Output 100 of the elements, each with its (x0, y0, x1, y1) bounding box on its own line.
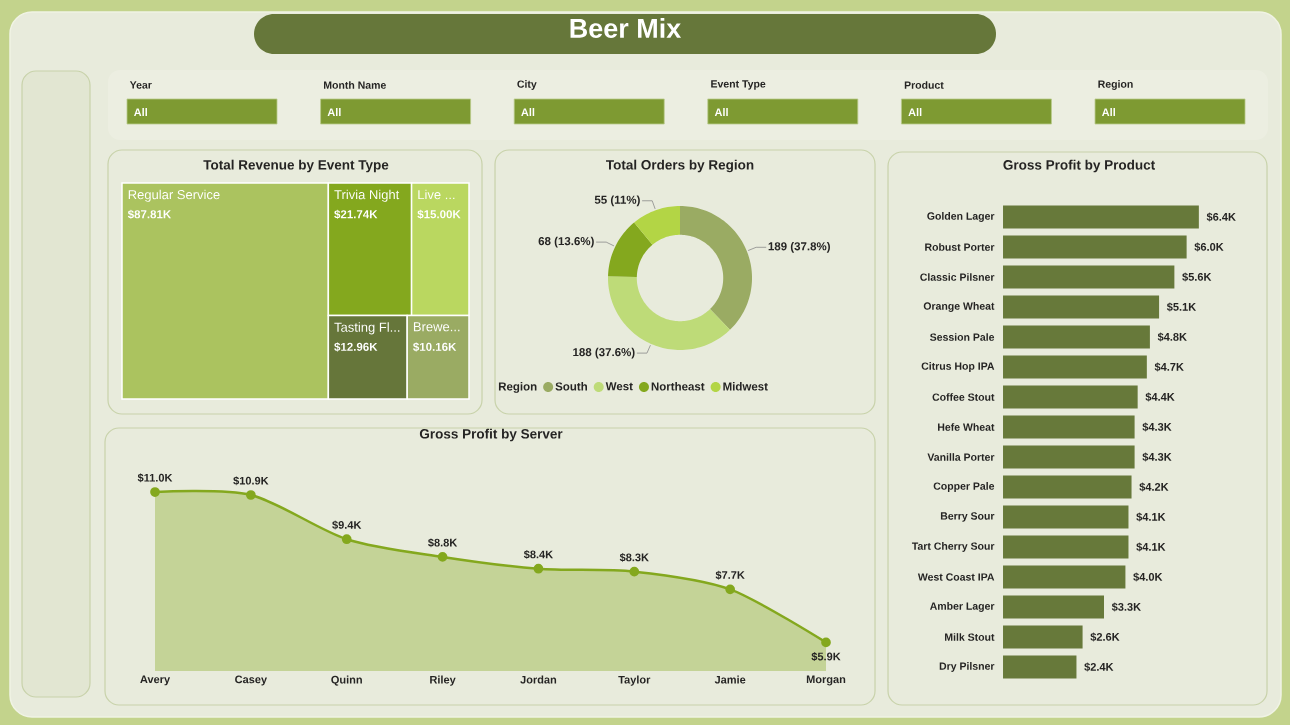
point (821, 637, 831, 648)
data-label: 68 (13.6%) (538, 236, 594, 248)
x-tick-label: Avery (140, 675, 171, 686)
data-label: $9.4K (332, 520, 362, 530)
data-label: $4.2K (1139, 482, 1169, 492)
legend-label: Northeast (651, 382, 705, 391)
x-tick-label: Taylor (618, 675, 651, 686)
text: Beer Mix (570, 18, 682, 38)
data-label: $12.96K (334, 342, 378, 352)
category-label: City (517, 80, 537, 90)
legend-label: South (555, 382, 587, 391)
x-tick-label: Riley (430, 675, 456, 686)
point (150, 487, 160, 497)
y-tick-label: Amber Lager (929, 602, 995, 612)
data-label: $5.6K (1182, 272, 1212, 282)
data-label: $4.8K (1157, 332, 1187, 342)
data-label: 188 (37.6%) (573, 347, 635, 359)
point (437, 552, 448, 562)
y-tick-label: Copper Pale (933, 482, 995, 492)
text: All (714, 108, 728, 116)
data-label: $10.16K (413, 342, 457, 352)
data-label: $4.0K (1133, 572, 1163, 582)
point (246, 490, 256, 500)
data-label: 55 (11%) (594, 195, 640, 207)
bar (1003, 415, 1135, 439)
chart-title: Gross Profit by Product (1003, 159, 1155, 173)
data-label: $2.4K (1084, 662, 1114, 672)
y-tick-label: Vanilla Porter (927, 453, 995, 461)
y-tick-label: Golden Lager (927, 212, 995, 222)
data-label: $6.0K (1194, 242, 1224, 252)
y-tick-label: Orange Wheat (923, 302, 995, 312)
text: All (908, 108, 922, 116)
chart-title: Gross Profit by Server (419, 428, 563, 442)
point (341, 534, 352, 545)
data-label: $4.3K (1142, 452, 1172, 462)
category-label: Event Type (711, 80, 766, 90)
bar (1003, 505, 1129, 529)
data-label: $10.9K (233, 476, 269, 486)
category-label: Regular Service (128, 189, 220, 202)
point (725, 584, 735, 595)
chart-title: Total Orders by Region (606, 159, 754, 173)
data-label: 189 (37.8%) (768, 241, 830, 253)
data-label: $7.7K (715, 570, 745, 580)
data-label: $4.3K (1142, 422, 1172, 432)
y-tick-label: Robust Porter (925, 243, 995, 251)
data-label: $5.9K (811, 652, 841, 662)
category-label: Month Name (324, 81, 386, 89)
x-tick-label: Jordan (520, 675, 557, 684)
legend-label: Midwest (723, 382, 768, 391)
bar (1003, 325, 1150, 349)
y-tick-label: Session Pale (930, 333, 995, 341)
data-label: $4.7K (1154, 362, 1184, 372)
bar (1003, 205, 1199, 229)
y-tick-label: Milk Stout (945, 633, 995, 641)
bar (1003, 595, 1104, 619)
data-label: $4.1K (1136, 512, 1166, 522)
y-tick-label: Dry Pilsner (939, 662, 995, 672)
y-tick-label: Tart Cherry Sour (911, 542, 995, 552)
bar (1003, 475, 1132, 499)
bar (1003, 445, 1135, 469)
y-tick-label: Berry Sour (940, 512, 995, 522)
data-label: $8.3K (619, 552, 649, 562)
data-label: $4.1K (1136, 542, 1166, 552)
category-label: Product (904, 81, 944, 89)
text: All (327, 108, 341, 116)
text: All (133, 108, 147, 116)
data-label: $2.6K (1090, 632, 1120, 642)
category-label: Brewe... (413, 322, 460, 332)
data-label: $8.4K (523, 550, 553, 559)
data-label: $6.4K (1206, 212, 1236, 222)
data-label: $8.8K (428, 538, 458, 548)
x-tick-label: Casey (235, 675, 267, 686)
x-tick-label: Morgan (806, 675, 846, 686)
point (533, 563, 544, 574)
category-label: Year (129, 81, 152, 89)
x-tick-label: Quinn (331, 675, 362, 686)
bar (1003, 265, 1175, 289)
text: All (521, 108, 535, 116)
y-tick-label: Coffee Stout (932, 393, 995, 401)
data-label: $5.1K (1166, 302, 1197, 312)
category-label: Trivia Night (334, 189, 400, 202)
category-label: Live ... (418, 189, 455, 200)
legend-title: Region (498, 382, 537, 393)
bar (1003, 295, 1160, 319)
category-label: Tasting Fl... (334, 322, 400, 335)
x-tick-label: Jamie (714, 675, 746, 684)
legend-label: West (605, 382, 633, 391)
point (629, 566, 640, 577)
data-label: $11.0K (137, 473, 173, 483)
text: Total Revenue by Event Type (203, 159, 389, 173)
data-label: $15.00K (417, 209, 461, 220)
y-tick-label: Citrus Hop IPA (921, 362, 995, 372)
y-tick-label: Hefe Wheat (938, 423, 995, 431)
data-label: $4.4K (1145, 392, 1175, 402)
bar (1003, 385, 1138, 409)
bar (1003, 355, 1147, 379)
category-label: Region (1098, 80, 1133, 90)
bar (1003, 625, 1083, 649)
y-tick-label: Classic Pilsner (920, 273, 995, 281)
text: All (1101, 108, 1115, 116)
